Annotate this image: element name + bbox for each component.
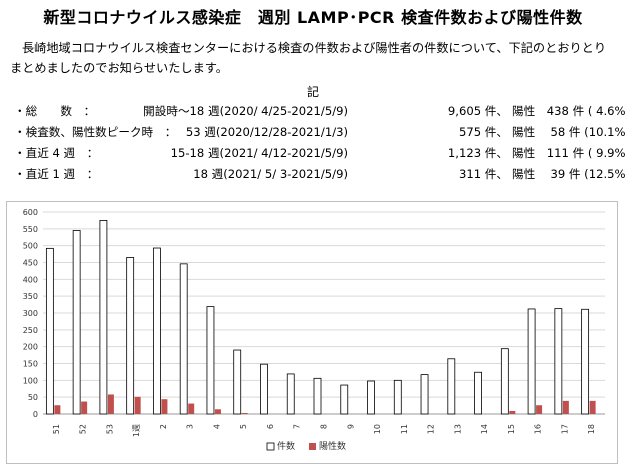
- intro-text: 長崎地域コロナウイルス検査センターにおける検査の件数および陽性者の件数について、…: [10, 41, 607, 75]
- y-tick-label: 500: [23, 242, 38, 251]
- y-tick-label: 450: [23, 259, 38, 268]
- stats-positive: 陽性 39 件 (12.5%): [512, 167, 626, 181]
- stats-row-peak: ・検査数、陽性数ピーク時 ： 53 週(2020/12/28-2021/1/3)…: [0, 122, 626, 143]
- y-tick-label: 350: [23, 292, 38, 301]
- bar-count: [554, 308, 563, 415]
- x-tick-label: 11: [400, 424, 409, 434]
- x-tick-label: 14: [480, 424, 489, 434]
- x-tick-label: 51: [52, 424, 61, 434]
- x-tick-label: 4: [212, 424, 221, 429]
- stats-list: ・総 数 ： 開設時～18 週(2020/ 4/25-2021/5/9) 9,6…: [0, 101, 626, 185]
- bar-positive: [134, 396, 141, 414]
- y-tick-label: 150: [23, 360, 38, 369]
- bar-count: [206, 306, 215, 415]
- x-tick-label: 17: [560, 424, 569, 434]
- y-tick-label: 600: [23, 208, 38, 217]
- x-tick-label: 9: [346, 424, 355, 429]
- bar-count: [45, 247, 54, 415]
- ki-heading: 記: [306, 85, 319, 99]
- chart-frame: 0 50 100 150 200 250 300 350 400 450 500 550 600 51 52…: [6, 201, 618, 464]
- page-title: 新型コロナウイルス感染症 週別 LAMP･PCR 検査件数および陽性件数: [43, 8, 583, 27]
- legend-label-count: 件数: [277, 440, 295, 452]
- bar-positive: [536, 405, 543, 414]
- bar-count: [286, 373, 295, 415]
- bar-count: [500, 348, 509, 415]
- x-tick-label: 18: [587, 424, 596, 434]
- bar-count: [581, 308, 590, 415]
- stats-period: 15-18 週(2021/ 4/12-2021/5/9): [170, 146, 348, 160]
- y-tick-label: 400: [23, 275, 38, 284]
- bar-count: [233, 349, 242, 415]
- stats-label: ・直近 4 週 ：: [14, 146, 99, 160]
- y-tick-label: 100: [23, 376, 38, 385]
- x-tick-label: 15: [507, 424, 516, 434]
- bar-count: [420, 374, 429, 415]
- stats-label: ・検査数、陽性数ピーク時 ：: [14, 125, 177, 139]
- x-tick-label: 52: [79, 424, 88, 434]
- bar-positive: [161, 399, 168, 414]
- stats-label: ・総 数 ：: [14, 104, 96, 118]
- x-tick-label: 10: [373, 424, 382, 434]
- bar-count: [153, 247, 161, 415]
- bar-count: [126, 257, 135, 415]
- bar-positive: [107, 394, 114, 414]
- x-tick-label: 12: [427, 424, 436, 434]
- stats-period: 18 週(2021/ 5/ 3-2021/5/9): [193, 167, 348, 181]
- bar-positive: [188, 403, 195, 414]
- y-tick-label: 0: [33, 410, 38, 419]
- bar-positive: [81, 401, 88, 414]
- bar-count: [313, 377, 322, 415]
- stats-period: 53 週(2020/12/28-2021/1/3): [185, 125, 348, 139]
- x-tick-label: 2: [159, 424, 168, 429]
- bar-positive: [54, 405, 61, 414]
- stats-period: 開設時～18 週(2020/ 4/25-2021/5/9): [143, 104, 348, 118]
- bar-count: [393, 379, 402, 415]
- bar-positive: [509, 410, 516, 414]
- bar-count: [340, 384, 349, 415]
- x-tick-label: 1週: [132, 424, 141, 437]
- bar-count: [72, 230, 81, 415]
- stats-row-last4: ・直近 4 週 ： 15-18 週(2021/ 4/12-2021/5/9) 1…: [0, 143, 626, 164]
- y-tick-label: 250: [23, 326, 38, 335]
- bar-count: [474, 371, 482, 415]
- x-tick-label: 7: [293, 424, 302, 429]
- bar-count: [447, 358, 456, 415]
- stats-count: 575 件、: [458, 125, 508, 139]
- x-tick-label: 53: [105, 424, 114, 434]
- stats-positive: 陽性 438 件 ( 4.6%): [512, 104, 626, 118]
- bar-positive: [589, 400, 596, 414]
- legend-swatch-count: [266, 442, 275, 451]
- stats-row-total: ・総 数 ： 開設時～18 週(2020/ 4/25-2021/5/9) 9,6…: [0, 101, 626, 122]
- stats-count: 1,123 件、: [447, 146, 508, 160]
- x-tick-label: 6: [266, 424, 275, 429]
- y-tick-label: 200: [23, 343, 38, 352]
- bar-count: [260, 363, 268, 415]
- bar-positive: [214, 409, 221, 414]
- bar-count: [527, 308, 536, 415]
- y-tick-label: 300: [23, 309, 38, 318]
- x-tick-label: 13: [453, 424, 462, 434]
- stats-positive: 陽性 111 件 ( 9.9%): [512, 146, 626, 160]
- stats-label: ・直近 1 週 ：: [14, 167, 99, 181]
- x-tick-label: 5: [239, 424, 248, 429]
- bar-count: [367, 380, 375, 415]
- x-tick-label: 16: [534, 424, 543, 434]
- y-tick-label: 50: [28, 393, 38, 402]
- x-tick-label: 8: [320, 424, 329, 429]
- stats-row-last1: ・直近 1 週 ： 18 週(2021/ 5/ 3-2021/5/9) 311 …: [0, 164, 626, 185]
- bar-count: [179, 263, 188, 415]
- legend-label-positive: 陽性数: [319, 440, 346, 452]
- stats-count: 311 件、: [458, 167, 508, 181]
- bar-positive: [562, 400, 569, 414]
- x-tick-label: 3: [186, 424, 195, 429]
- bar-count: [99, 220, 108, 415]
- y-tick-label: 550: [23, 225, 38, 234]
- stats-positive: 陽性 58 件 (10.1%): [512, 125, 626, 139]
- bar-positive: [241, 412, 248, 414]
- stats-count: 9,605 件、: [447, 104, 508, 118]
- legend-swatch-positive: [309, 443, 316, 450]
